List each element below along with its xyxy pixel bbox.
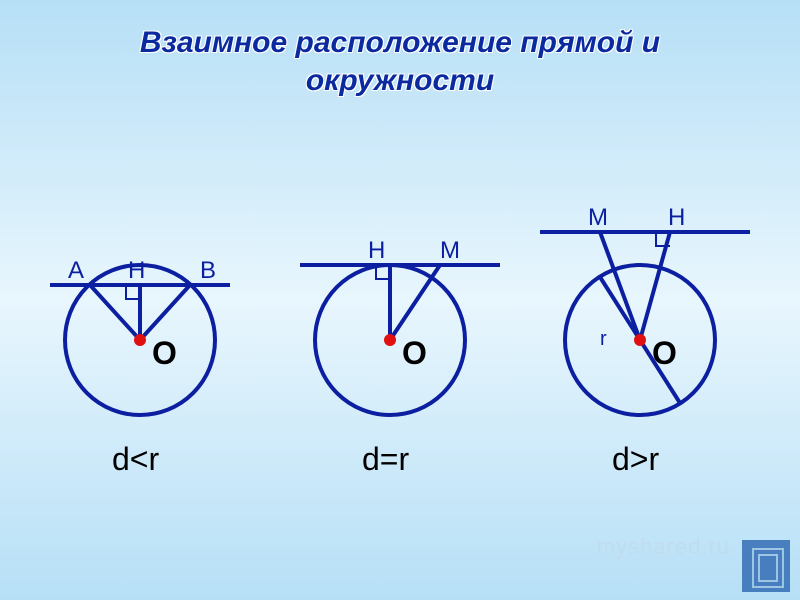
center-label-external: O <box>652 335 677 371</box>
radius-secant-0 <box>90 285 140 340</box>
perpendicular-external <box>640 232 670 340</box>
caption-external: d>r <box>612 441 659 477</box>
point-label-secant-A: A <box>68 257 84 284</box>
center-dot-tangent <box>384 334 396 346</box>
center-label-tangent: O <box>402 335 427 371</box>
foot-label-external: H <box>668 204 685 231</box>
center-dot-secant <box>134 334 146 346</box>
corner-decoration <box>742 540 790 592</box>
center-dot-external <box>634 334 646 346</box>
center-label-secant: O <box>152 335 177 371</box>
caption-secant: d<r <box>112 441 159 477</box>
diagram-stage: A B H Od<r M H Od=r M H Or d>r <box>0 0 800 600</box>
radius-secant-1 <box>140 285 190 340</box>
radius-tangent-0 <box>390 265 440 340</box>
point-label-tangent-M: M <box>440 237 460 264</box>
point-label-external-M: M <box>588 204 608 231</box>
caption-tangent: d=r <box>362 441 409 477</box>
foot-label-secant: H <box>128 257 145 284</box>
right-angle-secant <box>126 285 140 299</box>
foot-label-tangent: H <box>368 237 385 264</box>
r-label-external: r <box>600 328 607 350</box>
point-label-secant-B: B <box>200 257 216 284</box>
